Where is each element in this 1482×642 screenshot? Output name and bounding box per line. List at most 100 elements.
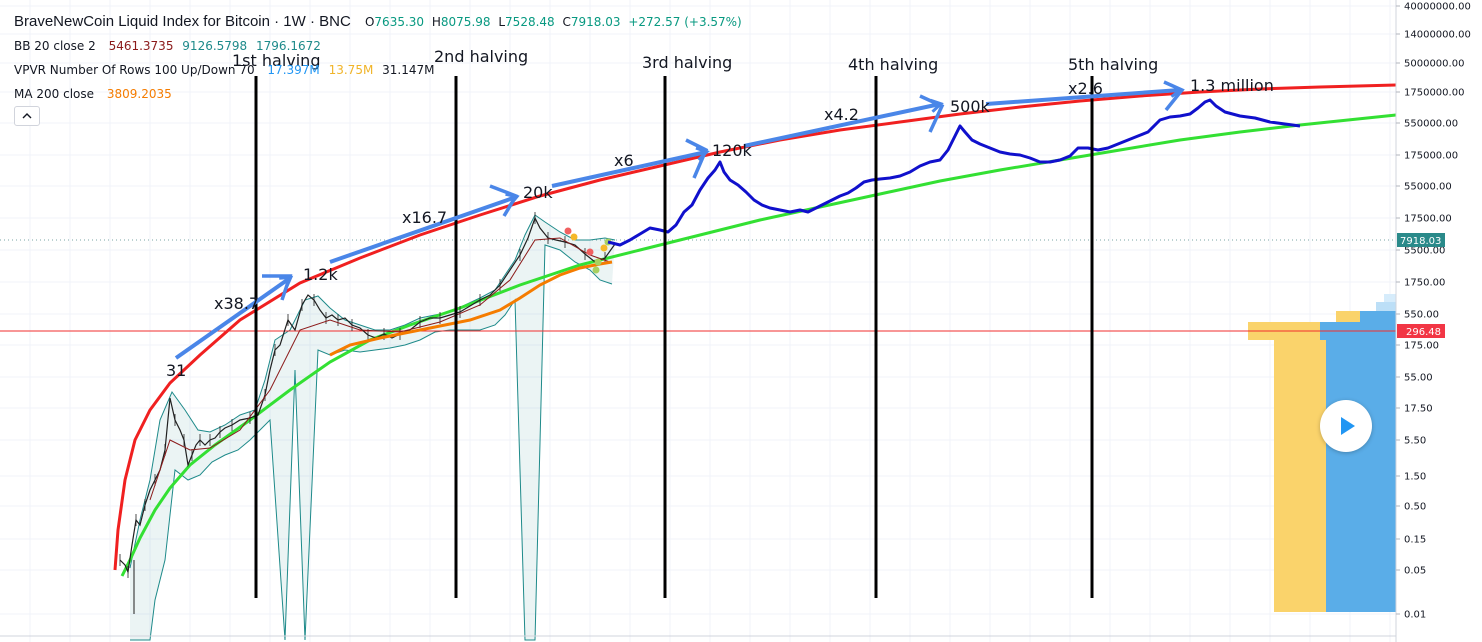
last-price-tag-text: 7918.03: [1400, 236, 1441, 247]
price-axis-tick-label: 5500.00: [1404, 246, 1445, 257]
price-axis-tick-label: 1750000.00: [1404, 88, 1464, 99]
price-axis-tick-label: 55.00: [1404, 373, 1433, 384]
price-axis-tick-label: 5000000.00: [1404, 59, 1464, 70]
price-axis-tick-label: 550.00: [1404, 310, 1439, 321]
bb-name: BB 20 close 2: [14, 39, 96, 53]
price-axis-tick-label: 17.50: [1404, 404, 1433, 415]
vpvr-value-total: 31.147M: [382, 63, 435, 77]
growth-arrow: [743, 104, 940, 148]
price-series: [119, 98, 1301, 614]
price-point-label: 31: [166, 361, 186, 380]
volume-profile-bar-up: [1360, 311, 1396, 322]
price-axis-tick-label: 5.50: [1404, 436, 1426, 447]
ohlc-high: 8075.98: [440, 15, 491, 29]
last-price-tag-bg: [1397, 233, 1445, 247]
hline-price-tag-bg: [1397, 324, 1445, 338]
ma-value: 3809.2035: [106, 87, 172, 101]
volume-profile-bar-up: [1384, 294, 1396, 302]
ohlc-values: O7635.30 H8075.98 L7528.48 C7918.03 +272…: [364, 15, 742, 29]
chevron-up-icon: [22, 113, 32, 119]
halving-label: 4th halving: [848, 55, 938, 74]
multiplier-label: x2.6: [1068, 79, 1103, 98]
volume-profile-bar-up: [1326, 340, 1396, 612]
ohlc-low: 7528.48: [505, 15, 555, 29]
ma-200-line: [329, 260, 613, 357]
hline-price-tag-text: 296.48: [1406, 327, 1441, 338]
ma-legend-row[interactable]: MA 200 close 3809.2035: [14, 82, 742, 106]
ohlc-change: +272.57 (+3.57%): [628, 15, 742, 29]
last-price-tag: 7918.03: [1397, 233, 1445, 247]
volume-profile: [1248, 294, 1396, 612]
price-axis-tick-label: 175.00: [1404, 341, 1439, 352]
price-axis-tick-label: 17500.00: [1404, 214, 1452, 225]
symbol-header: BraveNewCoin Liquid Index for Bitcoin · …: [14, 10, 742, 34]
projected-path: [607, 98, 1301, 247]
vpvr-value-up: 17.397M: [267, 63, 320, 77]
volume-profile-bar-down: [1274, 340, 1326, 612]
multiplier-label: x6: [614, 151, 634, 170]
vpvr-legend-row[interactable]: VPVR Number Of Rows 100 Up/Down 70 17.39…: [14, 58, 742, 82]
bollinger-basis: [149, 237, 611, 501]
bollinger-band-fill: [130, 215, 615, 640]
growth-arrows: [174, 80, 1185, 360]
hline-price-tag: 296.48: [1397, 324, 1445, 338]
play-button[interactable]: [1320, 400, 1372, 452]
regression-curves: [0, 83, 1397, 577]
price-point-label: 20k: [523, 183, 553, 202]
price-point-label: 120k: [712, 141, 753, 160]
price-point-label: 1.3 million: [1190, 76, 1274, 95]
price-axis-tick-label: 0.01: [1404, 610, 1426, 621]
multiplier-label: x38.7: [214, 294, 259, 313]
growth-arrow: [174, 278, 290, 360]
event-marker: [570, 233, 578, 241]
price-point-label: 500k: [950, 97, 991, 116]
bb-value-basis: 5461.3735: [108, 39, 174, 53]
price-axis-tick-label: 1750.00: [1404, 278, 1445, 289]
event-marker: [586, 248, 594, 256]
halving-label: 5th halving: [1068, 55, 1158, 74]
price-axis-tick-label: 0.15: [1404, 535, 1426, 546]
event-marker: [592, 266, 600, 274]
price-axis-tick-label: 40000000.00: [1404, 2, 1471, 13]
growth-arrow-head: [489, 184, 519, 217]
growth-arrow-head: [919, 94, 945, 133]
legend-collapse-button[interactable]: [14, 106, 40, 126]
bollinger-upper: [129, 214, 616, 569]
symbol-title[interactable]: BraveNewCoin Liquid Index for Bitcoin · …: [14, 13, 351, 30]
annotations: 31 1.2k 20k 120k 500k 1.3 million x38.7 x16.7 x6…: [166, 76, 1274, 380]
bb-value-lower: 1796.1672: [256, 39, 321, 53]
ma-name: MA 200 close: [14, 87, 95, 101]
volume-profile-bar-down: [1336, 311, 1360, 322]
bb-value-upper: 9126.5798: [182, 39, 248, 53]
price-axis-tick-label: 0.50: [1404, 502, 1426, 513]
lower-regression-curve: [120, 113, 1397, 577]
growth-arrow-head: [1163, 80, 1185, 112]
multiplier-label: x16.7: [402, 208, 447, 227]
play-icon: [1341, 417, 1355, 435]
ohlc-close: 7918.03: [570, 15, 621, 29]
vpvr-value-down: 13.75M: [328, 63, 374, 77]
event-marker: [564, 227, 572, 235]
vpvr-name: VPVR Number Of Rows 100 Up/Down 70: [14, 63, 255, 77]
growth-arrow: [985, 90, 1180, 106]
price-point-label: 1.2k: [303, 265, 338, 284]
event-marker: [594, 258, 602, 266]
multiplier-label: x4.2: [824, 105, 859, 124]
halving-label: 2nd halving: [434, 47, 528, 66]
ohlc-open: 7635.30: [374, 15, 425, 29]
growth-arrow-head: [262, 274, 293, 301]
price-axis-background: [1396, 0, 1482, 642]
chart-legend: BraveNewCoin Liquid Index for Bitcoin · …: [14, 10, 742, 106]
growth-arrow: [551, 152, 706, 188]
growth-arrow: [329, 197, 516, 264]
volume-profile-bar-up: [1376, 302, 1396, 311]
price-axis-tick-label: 1.50: [1404, 472, 1426, 483]
price-axis-tick-label: 0.05: [1404, 566, 1426, 577]
price-axis-tick-label: 550000.00: [1404, 119, 1458, 130]
halving-label: 1st halving: [232, 51, 320, 70]
bb-legend-row[interactable]: BB 20 close 2 5461.3735 9126.5798 1796.1…: [14, 34, 742, 58]
growth-arrow-head: [685, 138, 709, 179]
price-axis-tick-label: 175000.00: [1404, 151, 1458, 162]
